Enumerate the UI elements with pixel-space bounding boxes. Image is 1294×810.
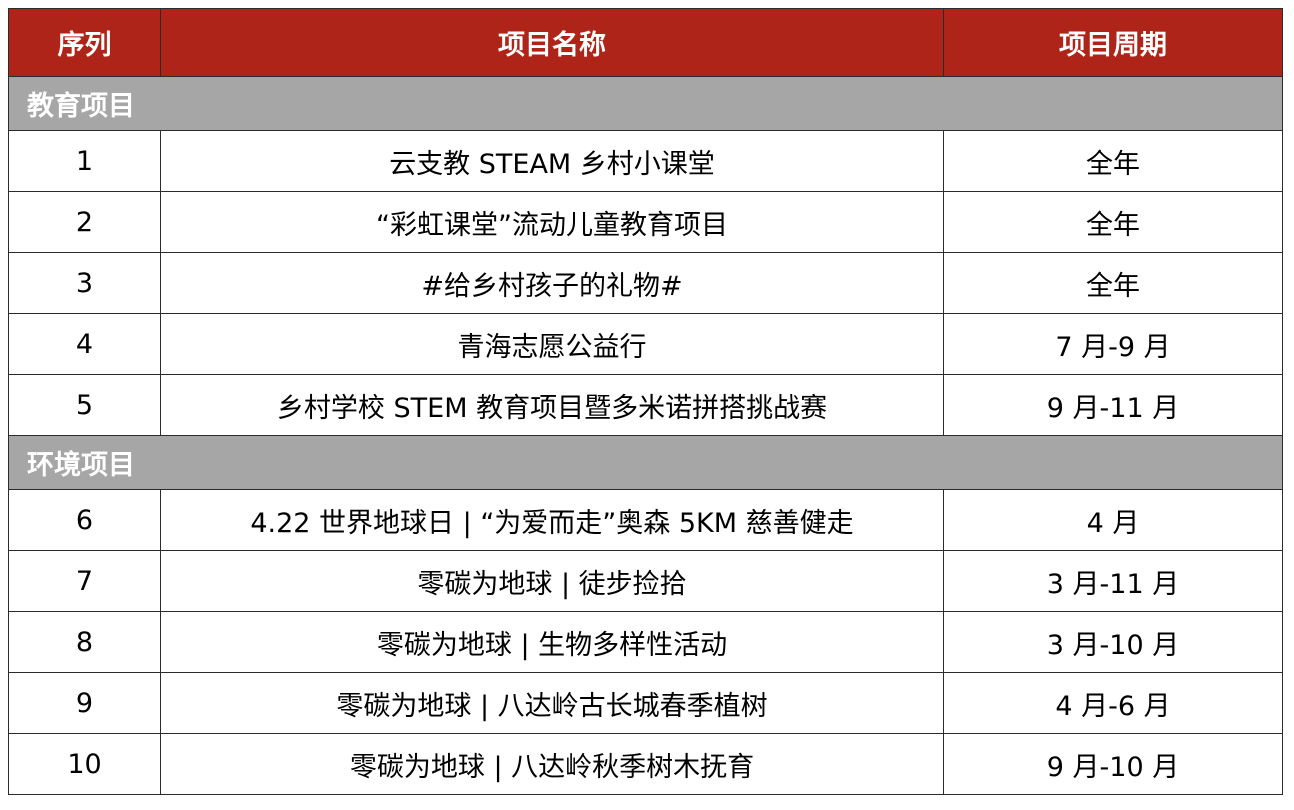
project-period: 全年 (943, 252, 1283, 314)
header-period: 项目周期 (943, 8, 1283, 77)
project-name: 零碳为地球 | 徒步捡拾 (160, 550, 944, 612)
project-table: 序列 项目名称 项目周期 教育项目 1 云支教 STEAM 乡村小课堂 全年 2 “彩虹课… (8, 8, 1283, 795)
row-index: 3 (8, 252, 161, 314)
table-row: 4 青海志愿公益行 7 月-9 月 (8, 313, 1283, 375)
project-period: 9 月-10 月 (943, 733, 1283, 795)
table-row: 1 云支教 STEAM 乡村小课堂 全年 (8, 130, 1283, 192)
project-period: 全年 (943, 130, 1283, 192)
project-name: 零碳为地球 | 八达岭古长城春季植树 (160, 672, 944, 734)
project-period: 9 月-11 月 (943, 374, 1283, 436)
header-index: 序列 (8, 8, 161, 77)
row-index: 6 (8, 489, 161, 551)
project-name: “彩虹课堂”流动儿童教育项目 (160, 191, 944, 253)
project-name: 零碳为地球 | 八达岭秋季树木抚育 (160, 733, 944, 795)
header-row: 序列 项目名称 项目周期 (8, 8, 1283, 77)
table-row: 6 4.22 世界地球日 | “为爱而走”奥森 5KM 慈善健走 4 月 (8, 489, 1283, 551)
row-index: 4 (8, 313, 161, 375)
section-row: 环境项目 (8, 435, 1283, 490)
project-period: 3 月-11 月 (943, 550, 1283, 612)
section-title: 教育项目 (8, 76, 1283, 131)
project-name: 乡村学校 STEM 教育项目暨多米诺拼搭挑战赛 (160, 374, 944, 436)
row-index: 10 (8, 733, 161, 795)
table-row: 7 零碳为地球 | 徒步捡拾 3 月-11 月 (8, 550, 1283, 612)
project-name: 青海志愿公益行 (160, 313, 944, 375)
project-period: 3 月-10 月 (943, 611, 1283, 673)
project-period: 全年 (943, 191, 1283, 253)
row-index: 9 (8, 672, 161, 734)
row-index: 1 (8, 130, 161, 192)
section-title: 环境项目 (8, 435, 1283, 490)
project-name: #给乡村孩子的礼物# (160, 252, 944, 314)
section-row: 教育项目 (8, 76, 1283, 131)
table-row: 9 零碳为地球 | 八达岭古长城春季植树 4 月-6 月 (8, 672, 1283, 734)
project-period: 4 月-6 月 (943, 672, 1283, 734)
table-row: 5 乡村学校 STEM 教育项目暨多米诺拼搭挑战赛 9 月-11 月 (8, 374, 1283, 436)
project-period: 4 月 (943, 489, 1283, 551)
row-index: 2 (8, 191, 161, 253)
header-name: 项目名称 (160, 8, 944, 77)
row-index: 7 (8, 550, 161, 612)
row-index: 5 (8, 374, 161, 436)
project-name: 零碳为地球 | 生物多样性活动 (160, 611, 944, 673)
project-name: 4.22 世界地球日 | “为爱而走”奥森 5KM 慈善健走 (160, 489, 944, 551)
project-period: 7 月-9 月 (943, 313, 1283, 375)
table-row: 3 #给乡村孩子的礼物# 全年 (8, 252, 1283, 314)
row-index: 8 (8, 611, 161, 673)
project-name: 云支教 STEAM 乡村小课堂 (160, 130, 944, 192)
table-row: 10 零碳为地球 | 八达岭秋季树木抚育 9 月-10 月 (8, 733, 1283, 795)
table-row: 8 零碳为地球 | 生物多样性活动 3 月-10 月 (8, 611, 1283, 673)
table-row: 2 “彩虹课堂”流动儿童教育项目 全年 (8, 191, 1283, 253)
